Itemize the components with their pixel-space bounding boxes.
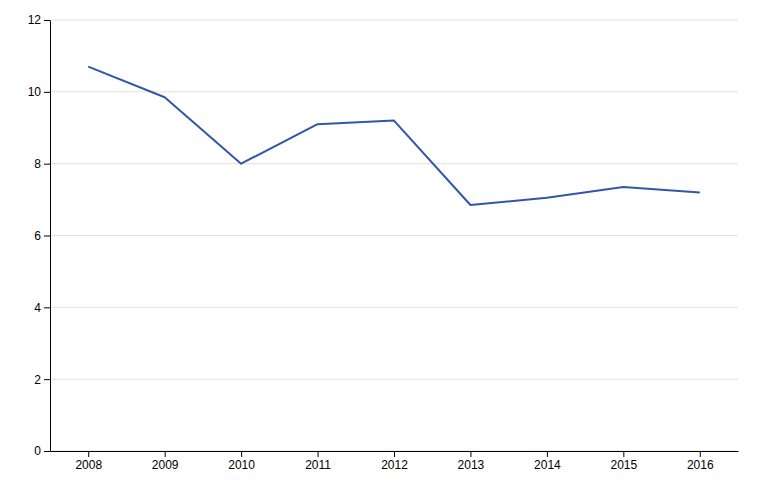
y-tick-label: 4 (34, 301, 41, 315)
x-tick: 2008 (75, 451, 102, 472)
x-tick: 2009 (152, 451, 179, 472)
grid-line (50, 163, 738, 164)
x-tick-label: 2009 (152, 458, 179, 472)
x-tick: 2010 (228, 451, 255, 472)
y-tick: 8 (34, 157, 50, 171)
y-tick: 4 (34, 301, 50, 315)
chart-container: 2008 2009 2010 2011 2012 2013 2014 2015 2016 0 2 4 6… (0, 0, 762, 491)
y-tick: 10 (28, 85, 50, 99)
y-tick-mark (44, 451, 50, 452)
x-tick-label: 2011 (305, 458, 331, 472)
x-tick: 2014 (534, 451, 561, 472)
x-tick-mark (547, 451, 548, 457)
y-tick-label: 6 (34, 229, 41, 243)
x-tick-mark (318, 451, 319, 457)
grid-line (50, 307, 738, 308)
x-tick-mark (470, 451, 471, 457)
x-tick-label: 2013 (458, 458, 485, 472)
y-tick-mark (44, 20, 50, 21)
plot-area (88, 67, 700, 205)
y-tick-mark (44, 164, 50, 165)
x-tick-label: 2010 (228, 458, 255, 472)
x-tick: 2013 (458, 451, 485, 472)
x-tick-label: 2012 (381, 458, 408, 472)
y-tick-mark (44, 236, 50, 237)
x-tick-mark (88, 451, 89, 457)
y-tick: 6 (34, 229, 50, 243)
x-tick-label: 2016 (687, 458, 714, 472)
y-tick: 0 (34, 444, 50, 458)
grid-line (50, 235, 738, 236)
y-tick: 12 (28, 13, 50, 27)
y-tick-mark (44, 379, 50, 380)
y-axis: 0 2 4 6 8 10 12 (28, 13, 51, 458)
x-axis: 2008 2009 2010 2011 2012 2013 2014 2015 2016 (51, 451, 739, 472)
x-tick: 2016 (687, 451, 714, 472)
x-tick-mark (700, 451, 701, 457)
x-tick: 2011 (305, 451, 331, 472)
y-tick-label: 2 (34, 373, 41, 387)
x-tick: 2015 (610, 451, 637, 472)
y-tick-label: 8 (34, 157, 41, 171)
y-tick-mark (44, 307, 50, 308)
y-tick: 2 (34, 373, 50, 387)
y-axis-line (50, 21, 51, 452)
grid-line (50, 20, 738, 21)
x-tick-label: 2008 (75, 458, 102, 472)
y-tick-mark (44, 92, 50, 93)
x-tick-mark (241, 451, 242, 457)
x-tick-label: 2015 (610, 458, 637, 472)
grid (50, 20, 738, 451)
y-tick-label: 12 (28, 13, 42, 27)
grid-line (50, 379, 738, 380)
x-tick-mark (165, 451, 166, 457)
y-tick-label: 10 (28, 85, 42, 99)
x-tick-mark (394, 451, 395, 457)
line (88, 67, 700, 205)
x-tick: 2012 (381, 451, 408, 472)
x-tick-label: 2014 (534, 458, 561, 472)
x-tick-mark (623, 451, 624, 457)
chart-svg: 2008 2009 2010 2011 2012 2013 2014 2015 2016 0 2 4 6… (0, 0, 762, 491)
y-tick-label: 0 (34, 444, 41, 458)
